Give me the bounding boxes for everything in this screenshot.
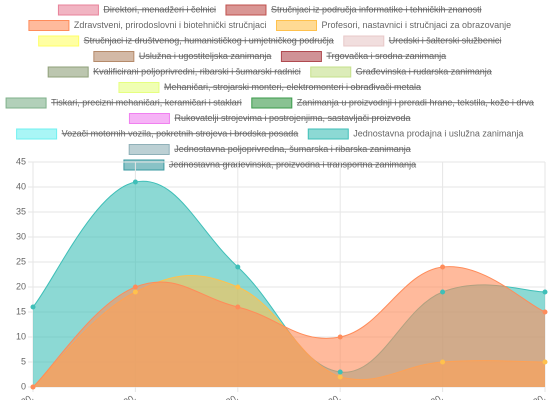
point	[337, 374, 343, 380]
legend-item[interactable]: Rukovatelji strojevima i postrojenjima, …	[128, 113, 411, 124]
legend-item[interactable]: Kvalificirani poljoprivredni, ribarski i…	[47, 66, 301, 78]
legend-item[interactable]: Zanimanja u proizvodnji i preradi hrane,…	[251, 97, 534, 109]
legend-label: Jednostavna poljoprivredna, šumarska i r…	[174, 144, 411, 154]
y-tick-label: 40	[16, 181, 26, 191]
legend-item[interactable]: Profesori, nastavnici i stručnjaci za ob…	[276, 20, 512, 31]
point	[542, 359, 548, 365]
point	[235, 264, 241, 270]
legend-label: Jednostavna prodajna i uslužna zanimanja	[353, 128, 523, 138]
legend-label: Trgovačka i srodna zanimanja	[326, 51, 446, 61]
y-tick-label: 45	[16, 156, 26, 166]
point	[235, 284, 241, 290]
legend-item[interactable]: Stručnjaci iz društvenog, humanističkog …	[38, 35, 334, 47]
legend-label: Profesori, nastavnici i stručnjaci za ob…	[322, 20, 512, 30]
legend-swatch	[276, 20, 317, 31]
legend-swatch	[28, 20, 70, 31]
area-fill	[33, 266, 545, 387]
legend-swatch	[16, 128, 58, 140]
point	[132, 284, 138, 290]
legend-label: Zdravstveni, prirodoslovni i biotehnički…	[74, 20, 267, 30]
y-tick-label: 15	[16, 306, 26, 316]
x-tick-label: 06.2020.	[512, 392, 547, 400]
y-tick-label: 5	[21, 356, 26, 366]
legend-item[interactable]: Jednostavna poljoprivredna, šumarska i r…	[128, 144, 411, 155]
legend-label: Vozači motornih vozila, pokretnih stroje…	[62, 128, 299, 138]
legend-swatch	[128, 144, 170, 155]
legend-label: Kvalificirani poljoprivredni, ribarski i…	[93, 66, 301, 76]
legend-item[interactable]: Stručnjaci iz područja informatike i teh…	[225, 4, 482, 16]
legend-item[interactable]: Jednostavna prodajna i uslužna zanimanja	[307, 128, 523, 140]
legend-item[interactable]: Građevinska i rudarska zanimanja	[310, 66, 492, 78]
legend-label: Direktori, menadžeri i čelnici	[103, 4, 216, 14]
point	[440, 289, 446, 295]
point	[30, 304, 36, 310]
point	[440, 264, 446, 270]
point	[132, 289, 138, 295]
legend-label: Stručnjaci iz područja informatike i teh…	[271, 4, 482, 14]
legend-label: Uslužna i ugostiteljska zanimanja	[139, 51, 272, 61]
point	[440, 359, 446, 365]
y-tick-label: 35	[16, 206, 26, 216]
legend-item[interactable]: Direktori, menadžeri i čelnici	[57, 4, 216, 16]
legend-item[interactable]: Uslužna i ugostiteljska zanimanja	[93, 51, 272, 62]
legend-swatch	[123, 159, 165, 171]
y-tick-label: 25	[16, 256, 26, 266]
x-tick-label: 04.2020.	[307, 392, 342, 400]
legend-label: Rukovatelji strojevima i postrojenjima, …	[174, 113, 410, 123]
legend-swatch	[307, 128, 349, 140]
legend-item[interactable]: Trgovačka i srodna zanimanja	[280, 51, 446, 62]
legend-label: Zanimanja u proizvodnji i preradi hrane,…	[297, 97, 534, 107]
y-tick-label: 0	[21, 381, 26, 391]
legend-swatch	[251, 97, 293, 109]
legend-swatch	[47, 66, 89, 78]
legend-swatch	[225, 4, 267, 16]
legend-swatch	[310, 66, 352, 78]
y-tick-label: 30	[16, 231, 26, 241]
legend-swatch	[128, 113, 170, 124]
legend-label: Uredski i šalterski službenici	[389, 35, 502, 45]
legend-item[interactable]: Vozači motornih vozila, pokretnih stroje…	[16, 128, 299, 140]
legend-swatch	[118, 82, 160, 93]
legend-item[interactable]: Uredski i šalterski službenici	[343, 35, 502, 47]
legend-item[interactable]: Tiskari, precizni mehaničari, keramičari…	[5, 97, 242, 109]
legend-swatch	[5, 97, 47, 109]
legend-label: Jednostavna građevinska, proizvodna i tr…	[169, 159, 416, 169]
legend-label: Građevinska i rudarska zanimanja	[356, 66, 492, 76]
point	[132, 179, 138, 185]
area-line	[32, 266, 546, 388]
x-tick-label: 02.2020.	[102, 392, 137, 400]
legend-swatch	[93, 51, 135, 62]
legend-swatch	[38, 35, 80, 47]
point	[542, 309, 548, 315]
y-tick-label: 20	[16, 281, 26, 291]
legend-label: Stručnjaci iz društvenog, humanističkog …	[84, 35, 334, 45]
legend-label: Mehaničari, strojarski monteri, elektrom…	[164, 82, 421, 92]
x-tick-label: 03.2020.	[205, 392, 240, 400]
y-tick-label: 10	[16, 331, 26, 341]
legend-item[interactable]: Jednostavna građevinska, proizvodna i tr…	[123, 159, 416, 171]
point	[30, 384, 36, 390]
point	[337, 369, 343, 375]
x-tick-label: 01.2020.	[0, 392, 35, 400]
point	[542, 289, 548, 295]
legend-label: Tiskari, precizni mehaničari, keramičari…	[51, 97, 242, 107]
legend-swatch	[280, 51, 322, 62]
legend-swatch	[57, 4, 99, 16]
point	[235, 304, 241, 310]
legend-item[interactable]: Zdravstveni, prirodoslovni i biotehnički…	[28, 20, 267, 31]
point	[337, 334, 343, 340]
x-tick-label: 05.2020.	[409, 392, 444, 400]
legend-item[interactable]: Mehaničari, strojarski monteri, elektrom…	[118, 82, 421, 93]
legend-swatch	[343, 35, 385, 47]
